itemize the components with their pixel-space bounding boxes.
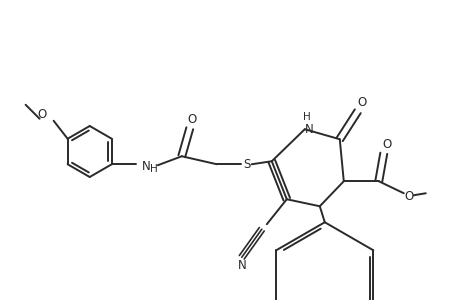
Text: N: N — [304, 123, 313, 136]
Text: H: H — [150, 164, 157, 174]
Text: O: O — [403, 190, 413, 203]
Text: O: O — [381, 138, 391, 151]
Text: N: N — [141, 160, 150, 173]
Text: O: O — [37, 108, 46, 121]
Text: S: S — [242, 158, 250, 171]
Text: O: O — [187, 113, 196, 126]
Text: H: H — [302, 112, 310, 122]
Text: O: O — [356, 96, 366, 109]
Text: N: N — [237, 259, 246, 272]
